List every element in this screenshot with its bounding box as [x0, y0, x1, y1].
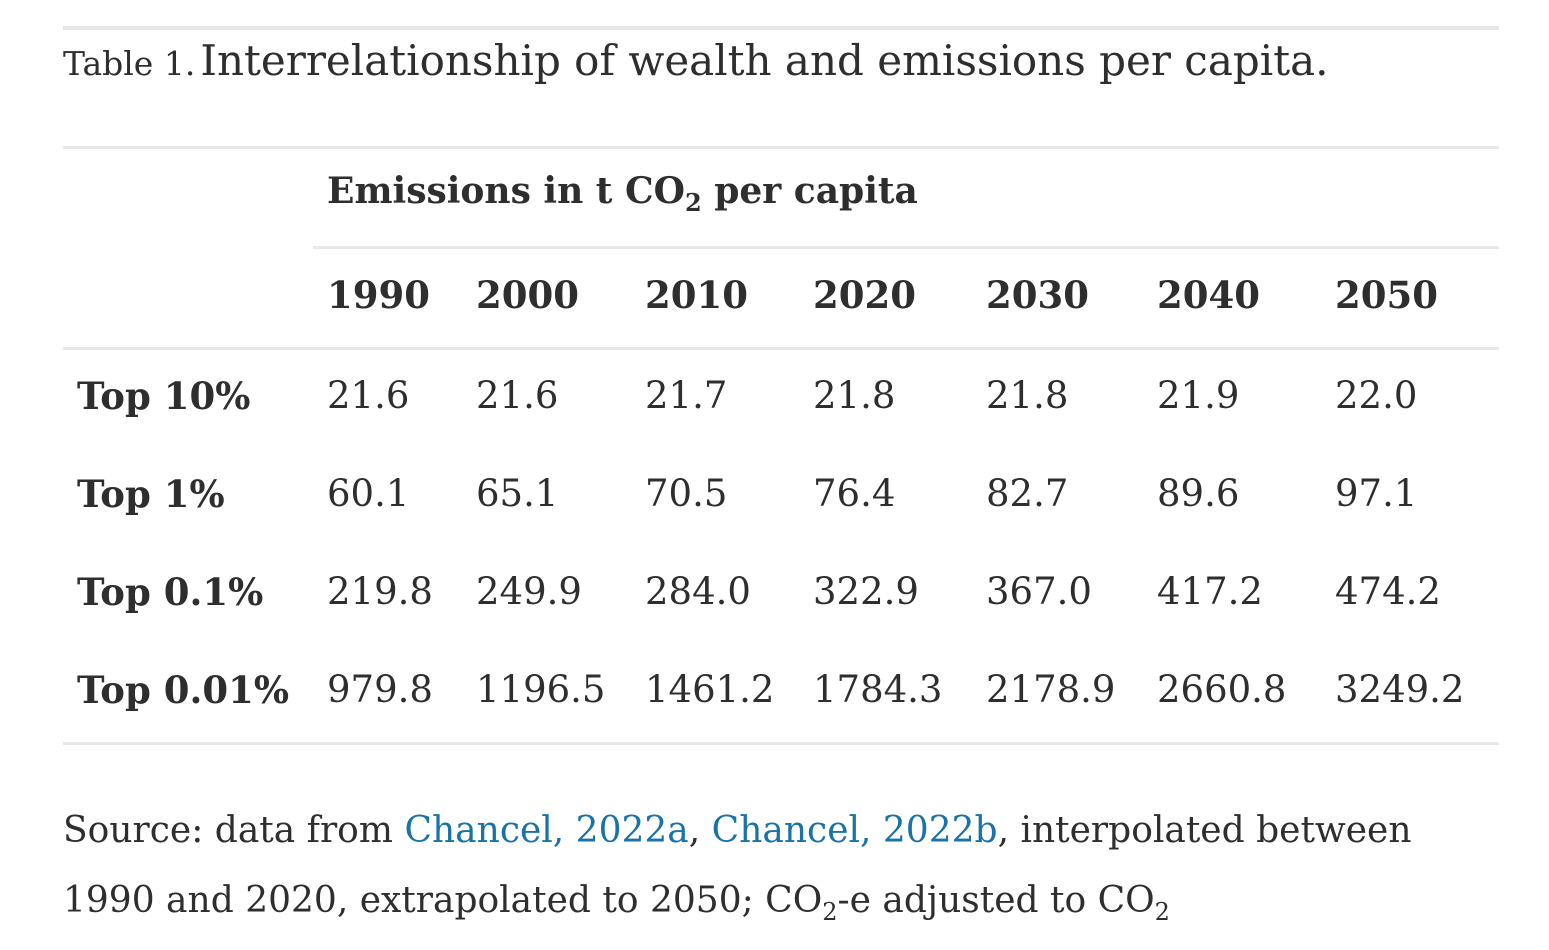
- table-cell: 21.6: [327, 374, 410, 417]
- table-cell: 1784.3: [813, 668, 943, 711]
- table-cell: 367.0: [986, 570, 1092, 613]
- year-header-1990: 1990: [327, 273, 430, 317]
- table-cell: 65.1: [476, 472, 559, 515]
- table-cell: 417.2: [1157, 570, 1263, 613]
- table-cell: 97.1: [1335, 472, 1418, 515]
- table-cell: 21.6: [476, 374, 559, 417]
- year-header-2000: 2000: [476, 273, 579, 317]
- caption-title: Interrelationship of wealth and emission…: [200, 36, 1329, 85]
- table-cell: 284.0: [645, 570, 751, 613]
- chancel-2022a-link[interactable]: Chancel, 2022a: [404, 810, 689, 851]
- table-cell: 219.8: [327, 570, 433, 613]
- header-divider: [63, 347, 1499, 350]
- year-header-2040: 2040: [1157, 273, 1260, 317]
- table-cell: 76.4: [813, 472, 896, 515]
- group-header-divider: [313, 246, 1499, 249]
- source-prefix: Source: data from: [63, 810, 405, 851]
- table-bottom-divider: [63, 742, 1499, 745]
- year-header-2020: 2020: [813, 273, 916, 317]
- table-cell: 249.9: [476, 570, 582, 613]
- year-header-2050: 2050: [1335, 273, 1438, 317]
- table-cell: 60.1: [327, 472, 410, 515]
- year-header-2030: 2030: [986, 273, 1089, 317]
- caption-label: Table 1.: [63, 44, 196, 83]
- chancel-2022b-link[interactable]: Chancel, 2022b: [711, 810, 998, 851]
- row-label: Top 10%: [77, 374, 251, 418]
- group-header-text: Emissions in t CO: [327, 170, 685, 212]
- source-subscript-1: 2: [822, 898, 838, 926]
- table-cell: 89.6: [1157, 472, 1240, 515]
- source-text: , interpolated between 1990 and 2020, ex…: [63, 810, 1412, 921]
- source-subscript-2: 2: [1154, 898, 1170, 926]
- table-cell: 3249.2: [1335, 668, 1465, 711]
- table-cell: 21.9: [1157, 374, 1240, 417]
- table-cell: 979.8: [327, 668, 433, 711]
- group-header-suffix: per capita: [701, 170, 918, 212]
- table-cell: 21.8: [813, 374, 896, 417]
- row-label: Top 1%: [77, 472, 225, 516]
- table-caption: Table 1. Interrelationship of wealth and…: [63, 36, 1328, 85]
- emissions-group-header: Emissions in t CO2 per capita: [327, 170, 918, 215]
- source-separator: ,: [688, 810, 712, 851]
- table-cell: 2178.9: [986, 668, 1116, 711]
- year-header-2010: 2010: [645, 273, 748, 317]
- table-cell: 21.7: [645, 374, 728, 417]
- table-top-divider: [63, 146, 1499, 149]
- top-rule: [63, 26, 1499, 30]
- row-label: Top 0.01%: [77, 668, 289, 712]
- table-cell: 2660.8: [1157, 668, 1287, 711]
- group-header-subscript: 2: [684, 188, 702, 217]
- source-text-2: -e adjusted to CO: [837, 880, 1155, 921]
- source-note: Source: data from Chancel, 2022a, Chance…: [63, 796, 1503, 936]
- table-cell: 1461.2: [645, 668, 775, 711]
- table-cell: 70.5: [645, 472, 728, 515]
- table-cell: 322.9: [813, 570, 919, 613]
- table-cell: 21.8: [986, 374, 1069, 417]
- table-cell: 1196.5: [476, 668, 606, 711]
- table-cell: 474.2: [1335, 570, 1441, 613]
- row-label: Top 0.1%: [77, 570, 264, 614]
- table-cell: 22.0: [1335, 374, 1418, 417]
- table-cell: 82.7: [986, 472, 1069, 515]
